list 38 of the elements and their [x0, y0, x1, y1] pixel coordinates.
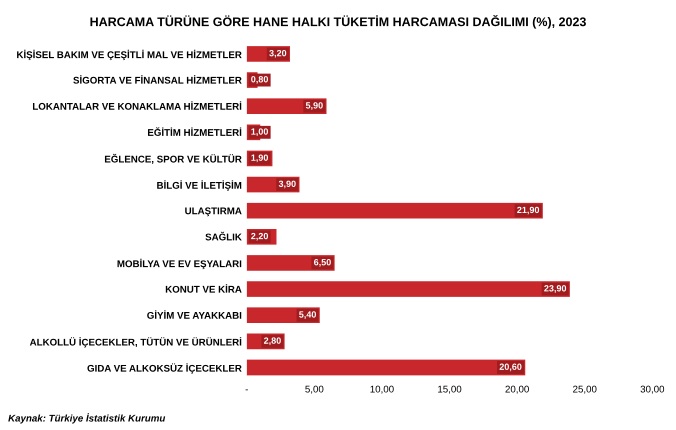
chart-title: HARCAMA TÜRÜNE GÖRE HANE HALKI TÜKETİM HARCAMASI DAĞILIMI (%), 2023 [90, 15, 586, 29]
y-tick-label: KONUT VE KİRA [166, 284, 242, 293]
y-tick-label: MOBİLYA VE EV EŞYALARI [118, 258, 242, 270]
data-label: 2,20 [251, 232, 268, 241]
y-tick-label: ALKOLLÜ İÇECEKLER, TÜTÜN VE ÜRÜNLERİ [30, 337, 242, 348]
y-tick-label: SAĞLIK [205, 232, 242, 240]
y-tick-label: GIDA VE ALKOKSÜZ İÇECEKLER [87, 363, 242, 374]
bar [246, 202, 543, 219]
bar [246, 360, 526, 376]
x-tick-label: 20,00 [505, 386, 529, 394]
data-label: 6,50 [314, 258, 331, 267]
data-label: 3,20 [269, 50, 286, 58]
x-tick-label: - [246, 389, 248, 390]
x-tick-label: 10,00 [370, 386, 394, 394]
data-label: 5,40 [299, 311, 316, 319]
x-tick-label: 30,00 [640, 386, 664, 394]
y-tick-label: SİGORTA VE FİNANSAL HİZMETLER [73, 75, 242, 84]
y-tick-label: EĞİTİM HİZMETLERİ [148, 127, 242, 136]
y-tick-label: KİŞİSEL BAKIM VE ÇEŞİTLİ MAL VE HİZMETLER [17, 50, 242, 60]
x-tick-label: 15,00 [438, 386, 462, 394]
bar [246, 281, 570, 297]
data-label: 1,90 [251, 154, 268, 162]
data-label: 21,90 [517, 206, 540, 214]
x-tick-label: 5,00 [305, 386, 324, 394]
data-label: 2,80 [264, 337, 281, 346]
y-tick-label: LOKANTALAR VE KONAKLAMA HİZMETLERİ [32, 101, 242, 110]
text: Kaynak: Türkiye İstatistik Kurumu [8, 413, 166, 424]
y-tick-label: ULAŞTIRMA [185, 207, 242, 216]
y-tick-label: GİYİM VE AYAKKABI [147, 310, 242, 319]
data-label: 23,90 [544, 285, 566, 293]
x-tick-label: 25,00 [573, 386, 597, 394]
y-tick-label: EĞLENCE, SPOR VE KÜLTÜR [104, 154, 242, 164]
y-tick-label: BİLGİ VE İLETİŞİM [157, 180, 242, 191]
data-label: 5,90 [306, 102, 323, 110]
data-label: 0,80 [251, 76, 268, 84]
data-label: 3,90 [278, 180, 296, 188]
data-label: 1,00 [251, 128, 268, 136]
data-label: 20,60 [500, 364, 522, 372]
